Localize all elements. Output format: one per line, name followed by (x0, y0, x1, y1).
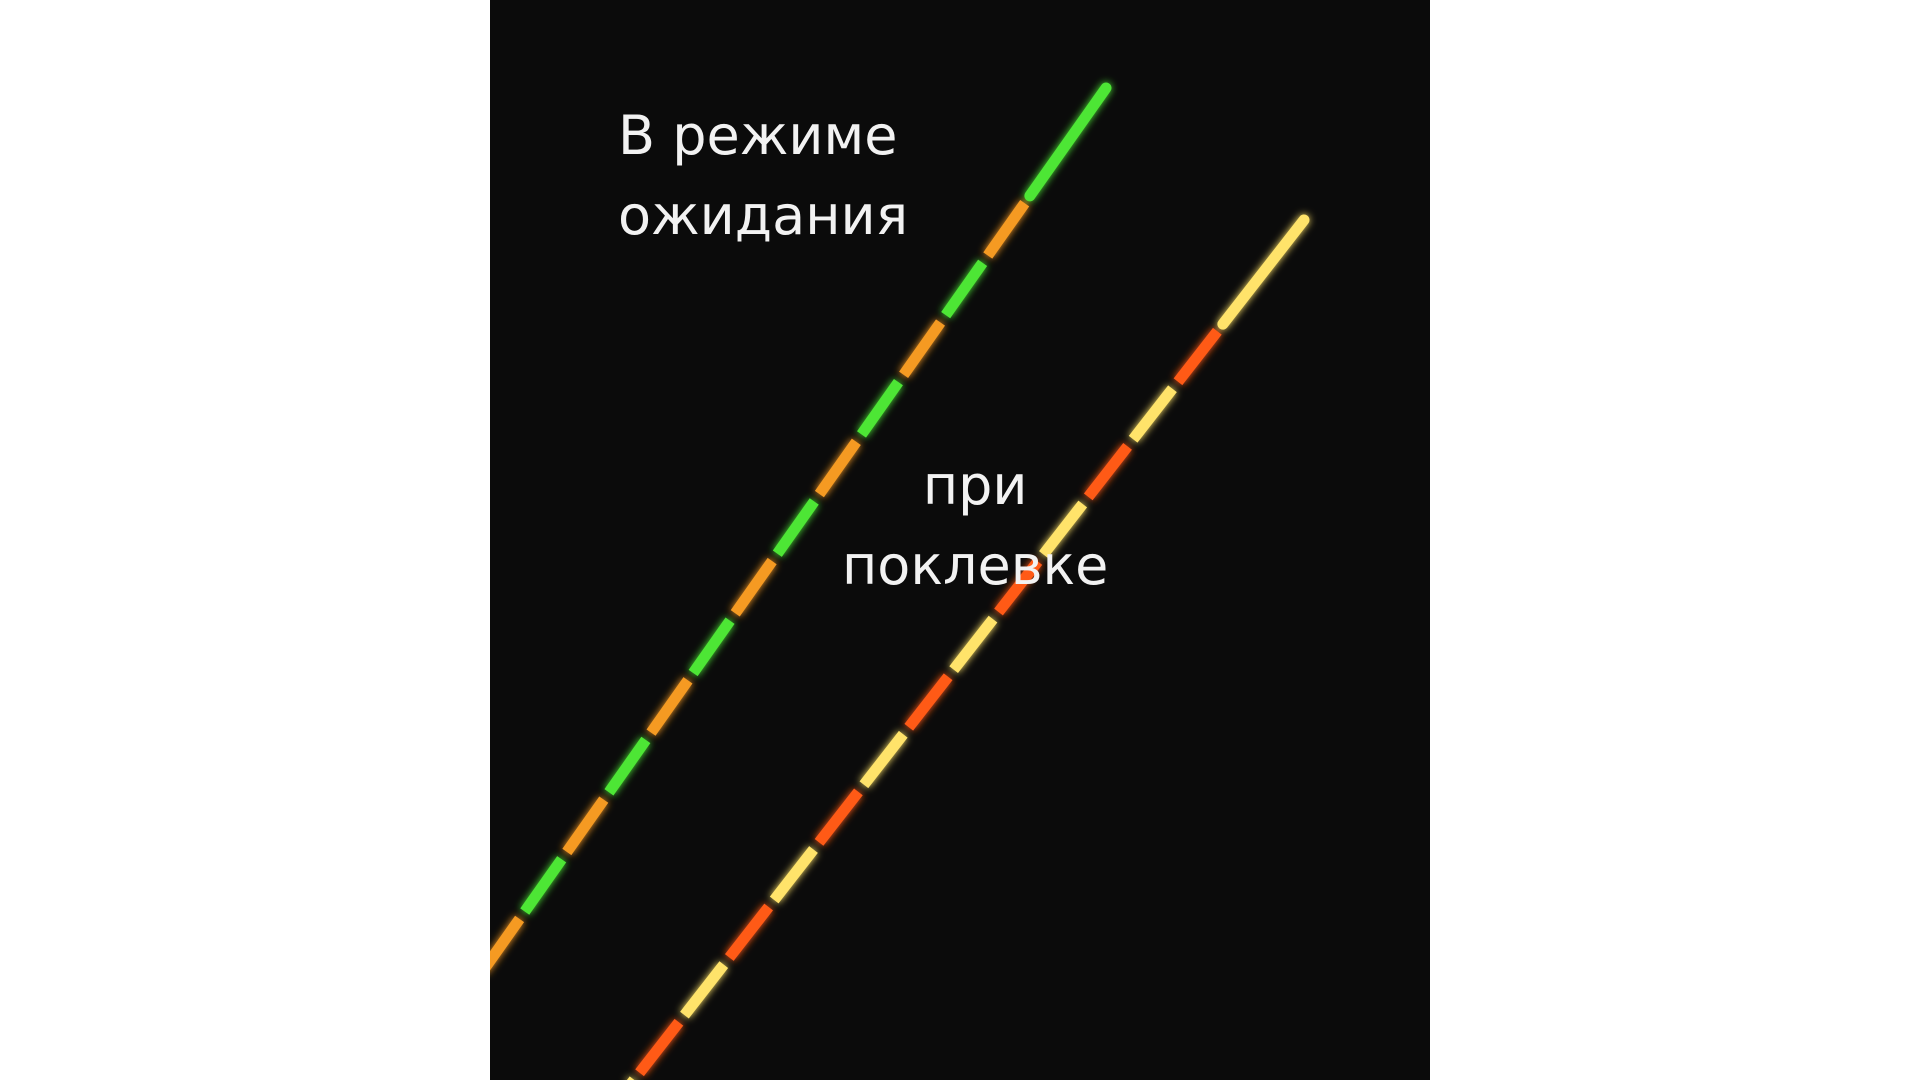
float-segment (646, 677, 693, 736)
float-segment (994, 558, 1043, 616)
float-segment (1039, 500, 1088, 558)
float-segment (814, 438, 861, 498)
float-segment (904, 673, 953, 731)
label-bite-line2: поклевке (842, 534, 1109, 597)
photo-glowing-floats: В режиме ожидания при поклевке (490, 0, 1430, 1080)
float-segment (857, 378, 903, 438)
float-segment (724, 903, 773, 961)
float-segment (941, 259, 988, 319)
float-segment (562, 796, 609, 856)
float-segment (680, 961, 729, 1019)
float-segment (949, 615, 998, 674)
floats-graphic (490, 82, 1310, 1080)
label-bite-mode: при поклевке (842, 446, 1108, 606)
float-segment (604, 736, 651, 796)
float-segment (1128, 385, 1177, 443)
float-segment (772, 498, 819, 557)
float-segment (520, 856, 567, 915)
float-tip-segment (1024, 82, 1112, 202)
float-waiting (490, 82, 1112, 971)
float-segment (814, 788, 863, 846)
float-segment (899, 319, 946, 378)
float-segment (635, 1018, 684, 1077)
label-waiting-line2: ожидания (618, 184, 909, 247)
float-segment (983, 200, 1030, 259)
label-waiting-line1: В режиме (618, 104, 898, 167)
float-tip-segment (1217, 214, 1310, 330)
float-bite (626, 214, 1310, 1080)
float-segment (1173, 327, 1222, 386)
float-segment (490, 915, 525, 971)
float-segment (859, 730, 908, 789)
float-segment (1083, 443, 1132, 501)
float-segment (688, 617, 735, 677)
float-segment (730, 557, 777, 617)
float-segment (769, 846, 818, 904)
label-waiting-mode: В режиме ожидания (618, 96, 908, 256)
label-bite-line1: при (922, 454, 1028, 517)
